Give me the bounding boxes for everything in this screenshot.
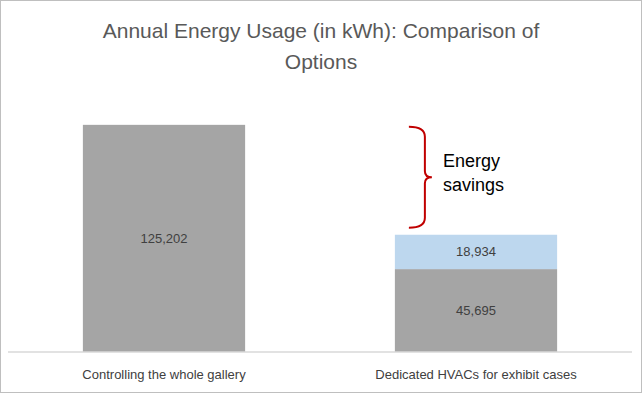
data-label: 45,695 bbox=[456, 303, 496, 318]
x-axis bbox=[8, 351, 632, 353]
annotation-line: savings bbox=[443, 175, 504, 195]
x-tick-label: Controlling the whole gallery bbox=[82, 367, 246, 382]
bar bbox=[83, 125, 245, 352]
bar bbox=[395, 235, 557, 269]
data-labels: 125,202 45,695 18,934 bbox=[141, 231, 496, 318]
savings-bracket bbox=[409, 127, 432, 228]
frame bbox=[1, 1, 642, 393]
bars bbox=[83, 125, 557, 352]
chart: Annual Energy Usage (in kWh): Comparison… bbox=[0, 0, 642, 393]
bar bbox=[395, 269, 557, 352]
title-line: Options bbox=[285, 50, 357, 73]
chart-title: Annual Energy Usage (in kWh): Comparison… bbox=[103, 19, 540, 73]
annotation-line: Energy bbox=[443, 151, 500, 171]
title-line: Annual Energy Usage (in kWh): Comparison… bbox=[103, 19, 540, 42]
x-tick-label: Dedicated HVACs for exhibit cases bbox=[375, 367, 577, 382]
data-label: 125,202 bbox=[141, 231, 188, 246]
data-label: 18,934 bbox=[456, 244, 496, 259]
annotation: Energy savings bbox=[443, 151, 504, 195]
